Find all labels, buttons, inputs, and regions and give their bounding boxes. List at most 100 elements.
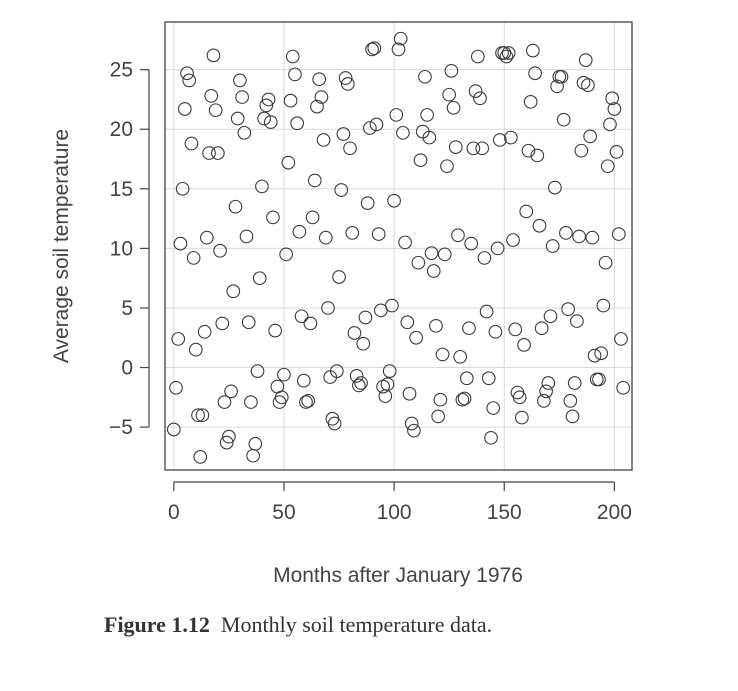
data-point-24 (219, 435, 234, 450)
data-point-124 (440, 159, 454, 174)
data-point-16 (202, 146, 216, 160)
data-point-57 (292, 224, 307, 239)
data-point-131 (455, 392, 470, 407)
data-point-148 (492, 133, 507, 147)
data-point-83 (349, 369, 364, 383)
data-point-172 (545, 239, 560, 253)
data-point-93 (371, 227, 386, 241)
data-point-53 (283, 93, 298, 108)
data-point-69 (318, 230, 333, 245)
data-point-50 (277, 367, 291, 382)
data-point-104 (396, 125, 410, 140)
data-point-184 (572, 229, 586, 244)
data-point-37 (248, 436, 263, 451)
data-point-58 (294, 309, 309, 324)
data-point-27 (226, 284, 241, 299)
data-point-187 (578, 53, 593, 67)
x-tick-label-50: 50 (272, 501, 295, 524)
data-point-23 (217, 395, 232, 409)
data-point-97 (380, 377, 395, 392)
data-points (166, 31, 631, 464)
data-point-67 (314, 90, 329, 104)
data-point-26 (224, 384, 238, 399)
data-point-14 (197, 324, 212, 339)
data-point-107 (402, 386, 417, 401)
data-point-202 (611, 227, 626, 241)
data-point-36 (246, 448, 260, 463)
data-point-15 (200, 230, 214, 245)
data-point-49 (274, 390, 289, 405)
data-point-153 (503, 130, 518, 145)
data-point-167 (534, 321, 549, 336)
data-point-90 (365, 42, 379, 57)
data-point-89 (363, 121, 377, 135)
data-point-12 (193, 450, 208, 464)
y-tick-label-0: 0 (121, 357, 133, 380)
data-point-4 (175, 181, 190, 196)
data-point-163 (526, 43, 540, 58)
data-point-138 (470, 49, 485, 64)
data-point-86 (356, 336, 371, 351)
data-point-190 (585, 230, 600, 245)
data-point-103 (393, 31, 408, 46)
x-tick-label-100: 100 (377, 501, 412, 524)
data-point-87 (358, 310, 373, 325)
data-point-8 (184, 136, 199, 151)
data-point-183 (570, 314, 584, 328)
data-point-38 (250, 364, 265, 378)
data-point-91 (367, 41, 382, 56)
data-point-25 (222, 429, 236, 444)
data-point-180 (563, 394, 578, 408)
data-point-188 (581, 78, 595, 92)
x-tick-label-200: 200 (597, 501, 632, 524)
data-point-18 (206, 48, 221, 63)
data-point-2 (171, 332, 186, 346)
data-point-65 (310, 99, 324, 114)
y-tick-label-15: 15 (110, 178, 133, 201)
figure-caption: Figure 1.12 Monthly soil temperature dat… (104, 612, 492, 638)
data-point-56 (290, 116, 305, 131)
data-point-116 (422, 130, 437, 145)
data-point-46 (268, 323, 282, 338)
data-point-92 (369, 117, 384, 132)
data-point-151 (499, 49, 514, 64)
data-point-176 (554, 69, 569, 84)
y-axis-label: Average soil temperature (50, 129, 73, 363)
data-point-158 (515, 410, 529, 425)
y-tick-label--5: −5 (109, 416, 133, 439)
data-point-75 (332, 270, 346, 284)
data-point-44 (263, 115, 278, 129)
data-point-3 (173, 236, 188, 251)
data-point-160 (519, 204, 534, 219)
data-point-106 (400, 315, 415, 330)
data-point-40 (255, 179, 269, 194)
data-point-51 (279, 247, 294, 262)
data-point-115 (420, 108, 434, 122)
data-point-102 (391, 42, 406, 57)
data-point-101 (389, 108, 404, 122)
data-point-139 (473, 91, 487, 106)
data-point-105 (398, 235, 412, 250)
data-point-96 (378, 389, 393, 403)
data-point-108 (404, 416, 419, 431)
data-point-9 (186, 251, 201, 265)
data-point-135 (464, 236, 479, 251)
data-point-62 (303, 316, 318, 331)
data-point-159 (517, 338, 531, 352)
data-point-73 (327, 416, 342, 431)
data-point-98 (382, 364, 397, 378)
data-point-126 (444, 64, 459, 78)
y-tick-label-10: 10 (110, 237, 133, 260)
data-point-155 (508, 322, 523, 337)
y-tick-label-20: 20 (110, 118, 133, 141)
data-point-203 (614, 332, 628, 346)
data-point-140 (475, 141, 490, 156)
data-point-0 (166, 422, 181, 437)
data-point-80 (343, 141, 357, 156)
data-point-191 (587, 348, 602, 363)
data-point-99 (385, 298, 399, 313)
data-point-136 (466, 141, 481, 156)
data-point-162 (523, 94, 538, 109)
data-point-197 (600, 159, 615, 174)
data-point-200 (607, 102, 622, 116)
